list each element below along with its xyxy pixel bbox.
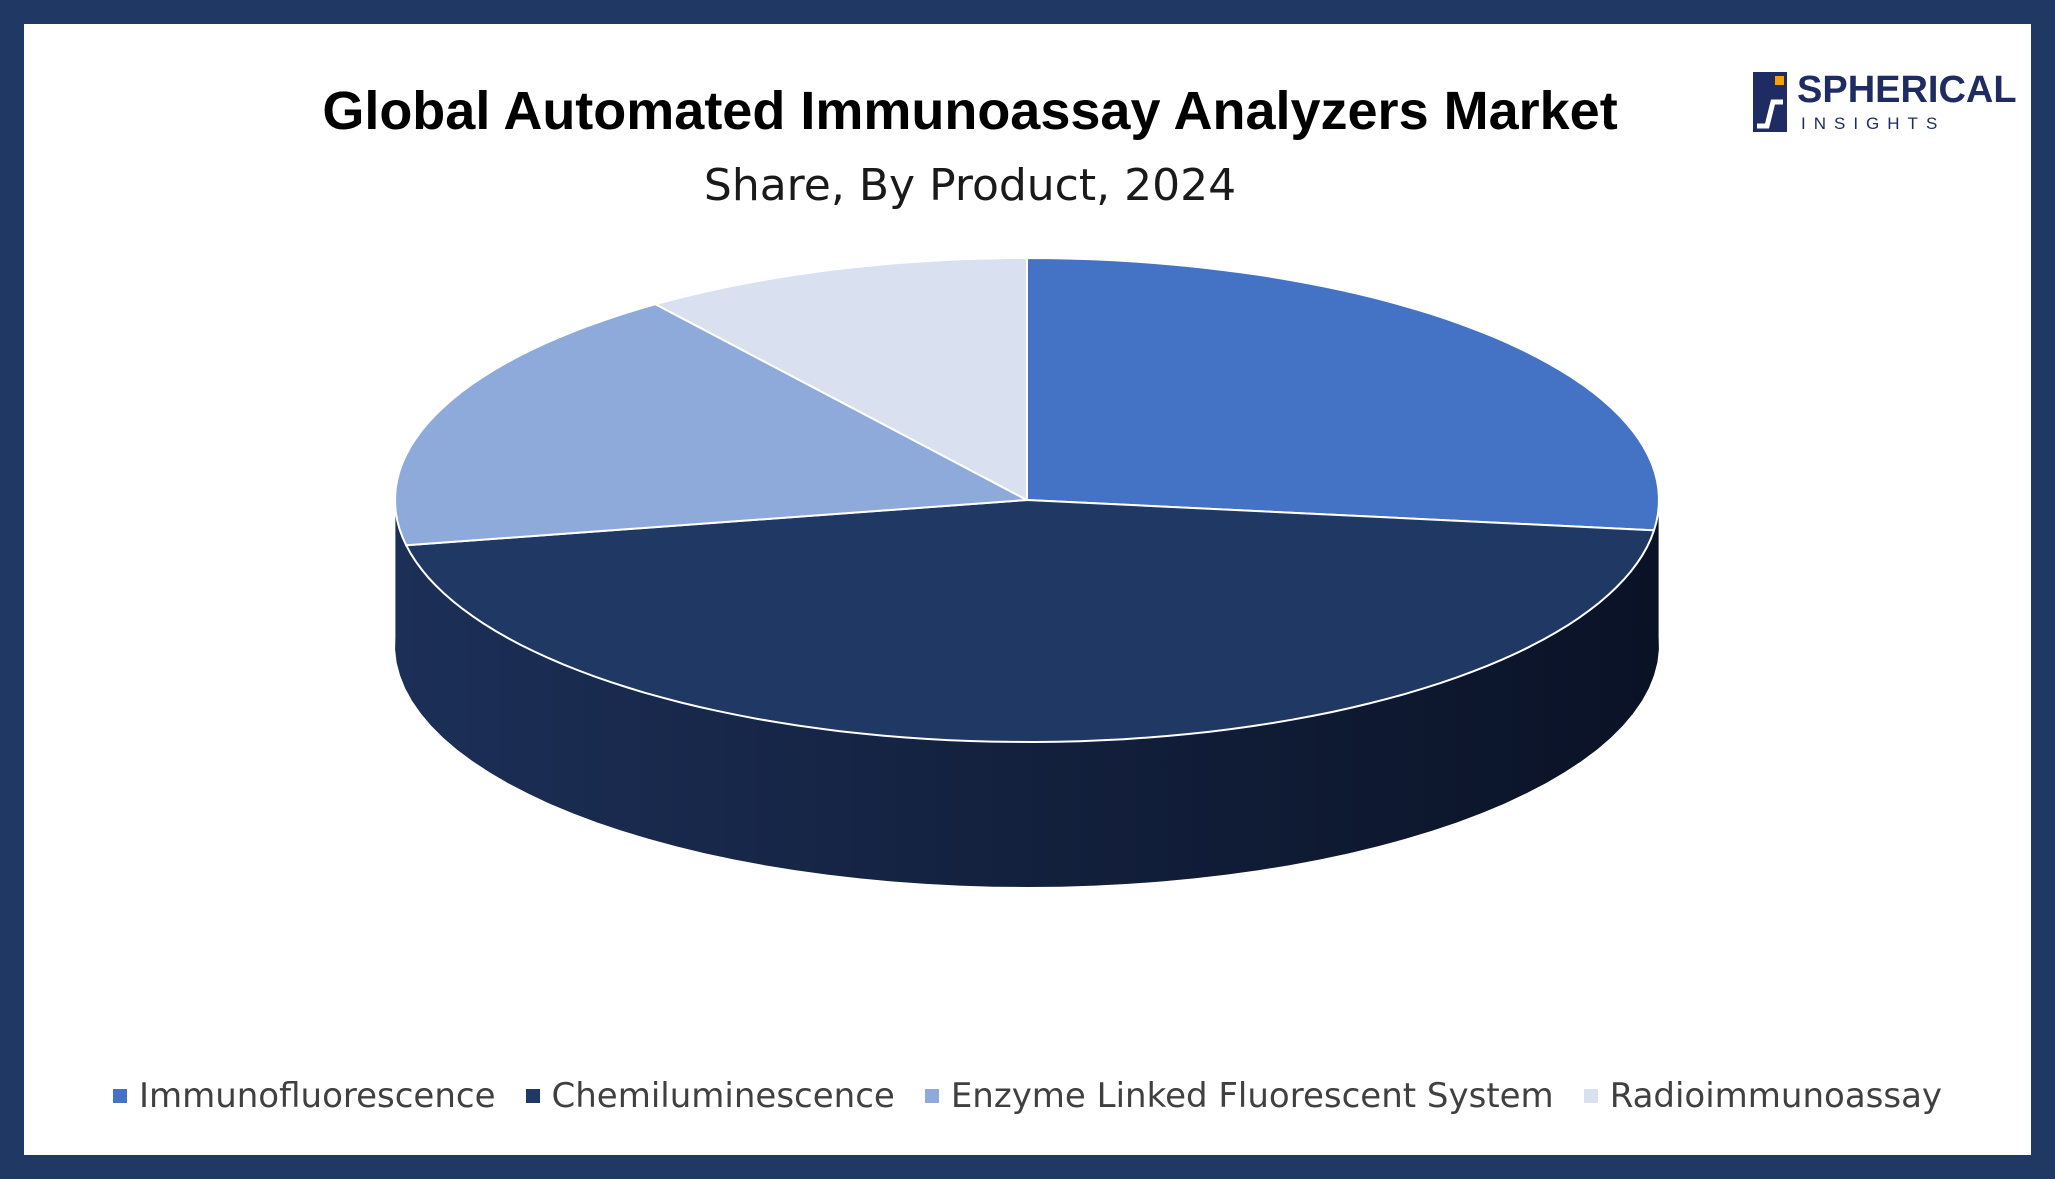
legend-swatch-chemiluminescence bbox=[525, 1089, 540, 1103]
logo-mark-icon bbox=[1753, 72, 1787, 132]
pie-slice-immunofluorescence bbox=[1026, 257, 1660, 532]
legend-item-radioimmunoassay: Radioimmunoassay bbox=[1583, 1076, 1943, 1116]
spherical-insights-logo: SPHERICAL INSIGHTS bbox=[1753, 70, 2017, 140]
logo-tagline: INSIGHTS bbox=[1801, 114, 1946, 133]
legend-swatch-immunofluorescence bbox=[112, 1089, 127, 1103]
legend-item-chemiluminescence: Chemiluminescence bbox=[525, 1076, 895, 1116]
legend-item-enzyme-linked-fluorescent-system: Enzyme Linked Fluorescent System bbox=[924, 1076, 1554, 1116]
legend-item-immunofluorescence: Immunofluorescence bbox=[112, 1076, 496, 1116]
legend-label: Enzyme Linked Fluorescent System bbox=[950, 1076, 1554, 1116]
legend-label: Radioimmunoassay bbox=[1609, 1076, 1943, 1116]
legend-swatch-enzyme-linked bbox=[924, 1089, 939, 1103]
chart-title: Global Automated Immunoassay Analyzers M… bbox=[322, 81, 1618, 141]
chart-subtitle: Share, By Product, 2024 bbox=[703, 160, 1237, 211]
legend-label: Immunofluorescence bbox=[138, 1076, 496, 1116]
legend-label: Chemiluminescence bbox=[551, 1076, 895, 1116]
pie-side-wall bbox=[395, 491, 1659, 887]
pie-slice-enzyme-linked-fluorescent-system bbox=[394, 303, 1028, 547]
pie-slice-chemiluminescence bbox=[405, 499, 1655, 743]
pie-slice-radioimmunoassay bbox=[654, 257, 1028, 501]
chart-legend: Immunofluorescence Chemiluminescence Enz… bbox=[0, 1076, 2055, 1116]
logo-wordmark: SPHERICAL bbox=[1797, 69, 2017, 111]
legend-swatch-radioimmunoassay bbox=[1583, 1089, 1598, 1103]
